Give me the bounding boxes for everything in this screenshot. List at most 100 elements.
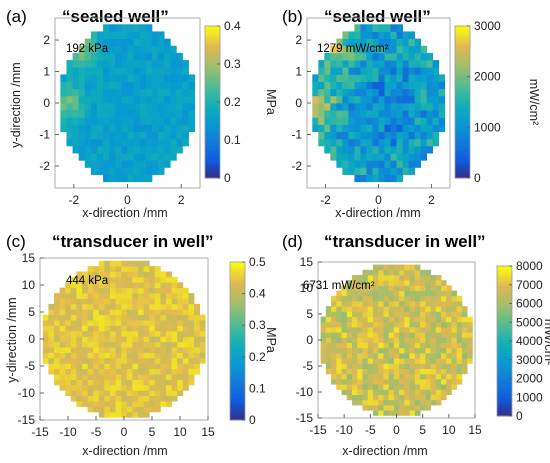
heatmap-cell [393, 358, 400, 364]
heatmap-cell [390, 60, 397, 68]
heatmap-cell [432, 124, 440, 133]
heatmap-cell [188, 95, 196, 104]
colorbar-segment [205, 96, 220, 100]
colorbar-segment [497, 273, 512, 277]
heatmap-cell [82, 363, 88, 370]
heatmap-cell [414, 60, 422, 68]
heatmap-cell [330, 131, 337, 140]
heatmap-cell [383, 264, 390, 271]
heatmap-cell [42, 341, 49, 348]
heatmap-cell [121, 174, 128, 183]
heatmap-cell [84, 52, 92, 61]
heatmap-cell [199, 330, 206, 337]
heatmap-cell [84, 117, 92, 125]
heatmap-cell [170, 138, 177, 147]
heatmap-cell [176, 74, 183, 82]
heatmap-cell [72, 117, 80, 125]
heatmap-cell [70, 320, 77, 326]
heatmap-cell [352, 358, 358, 364]
heatmap-cell [182, 303, 189, 310]
heatmap-cell [127, 138, 134, 147]
heatmap-cell [367, 269, 374, 276]
heatmap-cell [166, 325, 172, 332]
heatmap-cell [372, 295, 379, 302]
heatmap-cell [66, 131, 73, 140]
heatmap-cell [188, 124, 196, 133]
heatmap-cell [362, 347, 369, 354]
heatmap-cell [414, 88, 422, 97]
heatmap-cell [367, 290, 374, 297]
heatmap-cell [409, 389, 416, 395]
heatmap-cell [160, 341, 167, 348]
colorbar-segment [497, 296, 512, 299]
heatmap-cell [72, 124, 80, 133]
heatmap-cell [70, 384, 77, 391]
heatmap-cell [367, 311, 374, 317]
heatmap-cell [84, 38, 92, 47]
heatmap-cell [388, 301, 395, 307]
heatmap-cell [59, 325, 66, 332]
heatmap-cell [399, 306, 405, 312]
colorbar-segment [205, 33, 220, 37]
heatmap-cell [378, 363, 384, 369]
heatmap-cell [98, 314, 105, 321]
heatmap-cell [98, 411, 105, 418]
heatmap-cell [59, 368, 66, 375]
heatmap-cell [408, 45, 416, 54]
heatmap-cell [65, 390, 72, 397]
colorbar-segment [230, 348, 245, 353]
colorbar-segment [205, 137, 220, 141]
heatmap-cell [446, 379, 452, 385]
heatmap-cell [164, 45, 171, 54]
heatmap-cell [139, 88, 147, 97]
heatmap-cell [324, 88, 331, 97]
heatmap-cell [149, 314, 156, 321]
heatmap-cell [139, 74, 147, 82]
heatmap-cell [420, 373, 426, 380]
heatmap-cell [132, 260, 139, 267]
heatmap-cell [446, 290, 452, 297]
heatmap-cell [154, 309, 161, 316]
x-tick-label: -15 [309, 423, 327, 437]
heatmap-cell [194, 347, 200, 353]
colorbar-tick-label: 7000 [516, 278, 543, 292]
heatmap-cell [93, 336, 100, 343]
heatmap-cell [393, 389, 400, 395]
heatmap-cell [78, 81, 86, 90]
heatmap-cell [425, 311, 431, 317]
heatmap-cell [177, 303, 184, 310]
heatmap-cell [98, 320, 105, 326]
heatmap-cell [420, 269, 426, 276]
heatmap-cell [384, 81, 391, 90]
heatmap-cell [357, 316, 363, 323]
heatmap-cell [54, 368, 60, 375]
colorbar-segment [497, 286, 512, 289]
heatmap-cell [352, 394, 358, 401]
heatmap-cell [65, 298, 72, 305]
colorbar-segment [205, 94, 220, 98]
heatmap-cell [331, 347, 337, 354]
heatmap-cell [357, 285, 363, 291]
heatmap-cell [432, 67, 440, 75]
heatmap-cell [104, 352, 111, 359]
heatmap-cell [143, 401, 150, 407]
heatmap-cell [151, 95, 159, 104]
heatmap-cell [54, 325, 60, 332]
heatmap-cell [396, 145, 403, 154]
heatmap-cell [451, 358, 458, 364]
heatmap-cell [372, 269, 379, 276]
heatmap-cell [342, 31, 349, 39]
heatmap-cell [425, 275, 431, 281]
heatmap-cell [357, 275, 363, 281]
heatmap-cell [48, 309, 55, 316]
heatmap-cell [87, 374, 94, 380]
heatmap-cell [76, 363, 83, 370]
heatmap-cell [461, 321, 468, 328]
heatmap-cell [440, 285, 447, 291]
heatmap-cell [312, 110, 319, 118]
heatmap-cell [133, 117, 141, 125]
heatmap-cell [151, 117, 159, 125]
heatmap-cell [432, 88, 440, 97]
heatmap-cell [76, 336, 83, 343]
heatmap-cell [367, 306, 374, 312]
